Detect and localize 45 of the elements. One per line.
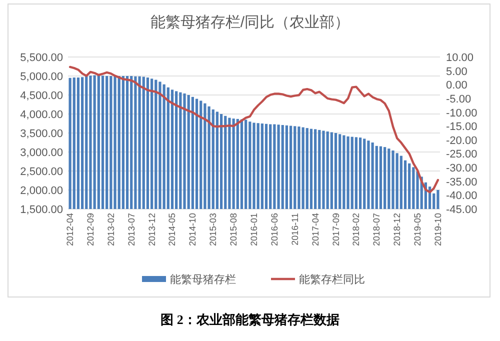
chart-title: 能繁母猪存栏/同比（农业部） [150,14,350,31]
y-tick-label: 2,000.00 [20,185,63,197]
y2-tick-label: -10.00 [446,107,478,120]
x-tick-label: 2016-06 [269,213,280,246]
y2-tick-label: 5.00 [446,66,468,78]
y-tick-label: 1,500.00 [20,204,63,216]
x-tick-label: 2017-09 [330,213,341,246]
x-tick-label: 2019-05 [412,213,423,246]
y-tick-label: 5,000.00 [20,71,63,83]
x-tick-label: 2012-09 [85,213,96,246]
x-tick-label: 2019-10 [432,213,443,246]
y-tick-label: 2,500.00 [20,166,63,178]
y2-tick-label: -40.00 [446,190,478,202]
y2-tick-label: -45.00 [446,204,478,216]
x-tick-label: 2013-12 [146,213,157,246]
y2-tick-label: -20.00 [446,134,478,147]
legend-label: 能繁存栏同比 [299,273,365,286]
x-tick-label: 2018-02 [351,213,362,246]
legend-label: 能繁母猪存栏 [170,273,236,286]
x-tick-label: 2012-04 [65,213,76,246]
y2-tick-label: -25.00 [446,148,478,161]
y-tick-label: 3,000.00 [20,147,63,159]
x-tick-label: 2014-05 [167,213,178,246]
y2-tick-label: -15.00 [446,121,478,134]
caption: 图 2：农业部能繁母猪存栏数据 [160,312,340,327]
y2-tick-label: -35.00 [446,176,478,188]
x-tick-label: 2015-08 [228,213,239,246]
y2-tick-label: 0.00 [446,80,468,92]
y-tick-label: 3,500.00 [20,128,63,140]
x-tick-label: 2018-12 [392,213,402,246]
x-tick-label: 2015-03 [208,213,218,246]
x-tick-label: 2013-02 [106,213,116,246]
y-tick-label: 4,500.00 [20,90,63,102]
y-tick-label: 5,500.00 [20,52,63,64]
x-tick-label: 2013-07 [126,213,136,246]
line-series [68,66,440,194]
x-tick-label: 2018-07 [372,213,382,246]
x-tick-label: 2016-01 [249,213,259,246]
y2-tick-label: -5.00 [446,93,472,106]
y-tick-label: 4,000.00 [20,109,63,121]
x-tick-label: 2014-10 [188,213,198,246]
y2-tick-label: -30.00 [446,162,478,175]
y2-tick-label: 10.00 [446,52,474,64]
x-tick-label: 2016-11 [290,213,300,246]
x-tick-label: 2017-04 [310,213,320,246]
